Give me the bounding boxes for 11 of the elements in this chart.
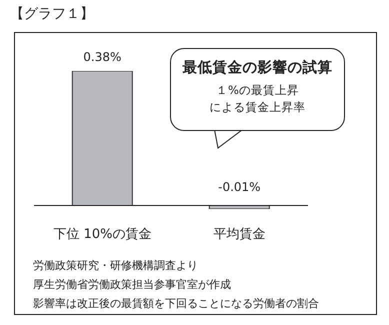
x-tick-label: 下位 10%の賃金 bbox=[53, 227, 152, 242]
text: 影響率は改正後の最賃額を下回ることになる労働者の割合 bbox=[33, 296, 319, 312]
data-label: 0.38% bbox=[83, 50, 122, 64]
text: 厚生労働省労働政策担当参事官室が作成 bbox=[33, 277, 232, 293]
annotation: による賃金上昇率 bbox=[208, 100, 306, 115]
text: 労働政策研究・研修機構調査より bbox=[33, 258, 199, 274]
annotation: １%の最賃上昇 bbox=[215, 83, 300, 98]
chart-title: 【グラフ１】 bbox=[10, 5, 94, 23]
chart-subtitle: 最低賃金の影響の試算 bbox=[182, 58, 334, 77]
x-tick-label: 平均賃金 bbox=[214, 227, 266, 242]
data-label: -0.01% bbox=[218, 180, 261, 194]
